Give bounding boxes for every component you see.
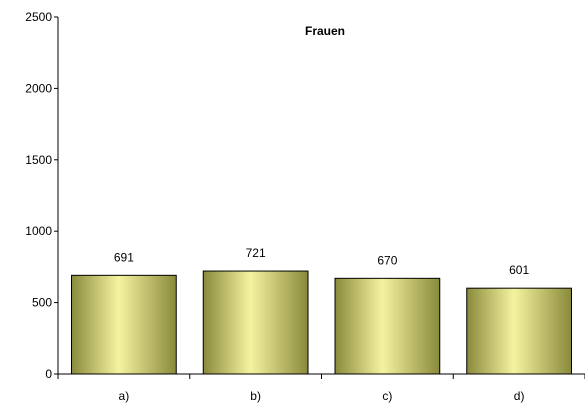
- x-tick-label: d): [514, 389, 525, 403]
- x-tick-label: b): [250, 389, 261, 403]
- data-label: 721: [246, 246, 266, 260]
- y-tick-label: 500: [32, 296, 52, 310]
- chart-title: Frauen: [305, 24, 345, 38]
- bars: [71, 270, 572, 375]
- data-label: 670: [377, 253, 397, 267]
- x-axis: a) b) c) d): [57, 373, 585, 403]
- bar: [466, 287, 572, 375]
- x-tick-label: a): [119, 389, 130, 403]
- x-tick-label: c): [382, 389, 392, 403]
- y-axis: 0 500 1000 1500 2000 2500: [25, 10, 59, 381]
- y-tick-label: 1000: [25, 224, 52, 238]
- data-labels: 691 721 670 601: [114, 246, 530, 277]
- y-tick-label: 2000: [25, 81, 52, 95]
- data-label: 691: [114, 250, 134, 264]
- y-tick-label: 2500: [25, 10, 52, 24]
- bar: [202, 270, 309, 375]
- y-tick-label: 1500: [25, 153, 52, 167]
- y-tick-label: 0: [45, 367, 52, 381]
- bar: [71, 274, 177, 375]
- data-label: 601: [509, 263, 529, 277]
- bar: [334, 277, 441, 375]
